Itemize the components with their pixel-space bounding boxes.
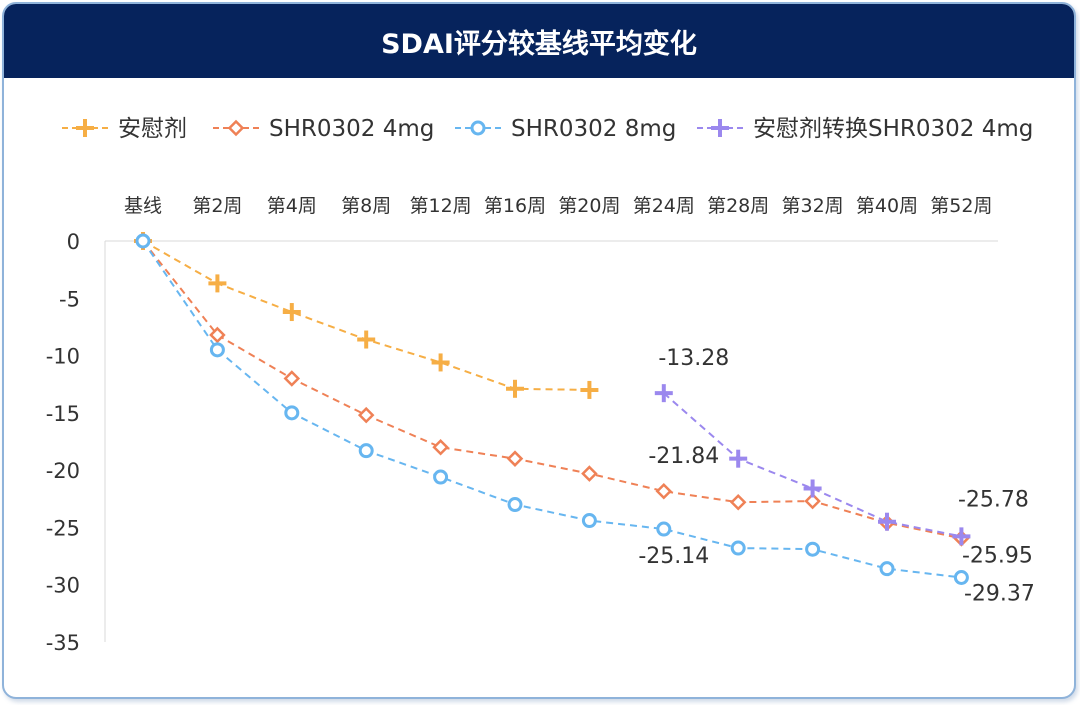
legend-marker [470,120,486,136]
legend-label: 安慰剂 [118,116,187,142]
data-point [803,479,822,498]
data-point [729,493,747,511]
series [134,232,599,399]
legend-marker [711,119,729,137]
data-labels: -13.28 -21.84 -25.14 -25.78 -25.95 -29.37 [638,346,1035,606]
y-tick-label: -10 [46,345,80,369]
data-point [506,450,524,467]
y-tick-label: -30 [46,574,80,598]
data-label: -25.14 [638,544,709,569]
data-point [506,379,524,398]
x-tick-label: 第2周 [192,195,242,217]
series-line [142,240,590,391]
series [654,384,971,546]
data-point [284,405,300,421]
series-line [142,240,962,579]
x-tick-label: 第32周 [782,195,844,217]
x-tick-label: 第12周 [410,195,472,217]
legend-label: SHR0302 8mg [511,116,676,142]
legend-label: SHR0302 4mg [269,116,434,142]
x-tick-label: 第4周 [267,195,317,217]
data-point [804,492,821,510]
data-point [953,569,969,585]
series-layer [134,232,971,585]
legend-item: 安慰剂 [62,116,187,142]
y-tick-label: -35 [46,631,80,655]
data-point [135,233,151,249]
data-point [581,465,598,482]
y-tick-label: 0 [67,230,80,254]
y-tick-label: -5 [59,287,80,311]
legend: 安慰剂 SHR0302 4mg SHR0302 8mg 安慰剂转换SHR0302 4m… [62,116,1033,142]
data-point [580,380,599,399]
data-label: -29.37 [964,581,1035,606]
x-tick-label: 第20周 [558,195,620,217]
legend-item: SHR0302 8mg [455,116,676,142]
legend-marker [76,119,94,137]
data-point [357,330,376,349]
data-point [357,406,375,424]
legend-marker [227,119,245,137]
y-tick-label: -25 [46,516,80,540]
y-tick-label: -20 [46,459,80,483]
data-point [209,326,226,344]
data-point [878,512,896,531]
data-point [654,384,673,403]
axes: 基线 第2周 第4周 第8周 第12周 第16周 第20周 第24周 第28周 第32周 第40周第… [46,195,998,655]
series [134,232,970,547]
data-label: -21.84 [648,444,719,469]
data-point [282,303,301,322]
x-tick-label: 第16周 [484,195,546,217]
data-point [283,370,301,387]
x-tick-label: 第24周 [633,195,695,217]
chart-title-bar: SDAI评分较基线平均变化 [4,4,1074,78]
series [135,233,969,585]
x-tick-label: 第8周 [341,195,391,217]
data-point [209,342,225,358]
data-point [433,469,449,485]
data-point [656,521,672,537]
x-tick-label: 第40周 [856,195,918,217]
data-point [581,513,597,529]
data-point [730,540,746,556]
series-line [663,392,962,538]
data-label: -13.28 [658,346,729,371]
data-point [432,438,449,456]
legend-item: SHR0302 4mg [213,116,434,142]
series-line [142,240,962,540]
data-point [507,497,523,513]
chart-title: SDAI评分较基线平均变化 [381,28,697,60]
data-label: -25.95 [962,543,1033,568]
y-tick-label: -15 [46,402,80,426]
data-point [879,561,895,577]
data-point [655,482,673,500]
data-label: -25.78 [958,487,1029,512]
x-tick-label: 第52周 [930,195,992,217]
data-point [358,443,374,459]
legend-item: 安慰剂转换SHR0302 4mg [697,116,1033,142]
data-point [208,274,227,293]
data-point [952,527,971,546]
data-point [729,449,748,468]
x-tick-label: 第28周 [707,195,769,217]
data-point [805,541,821,557]
data-point [431,353,450,372]
x-tick-label: 基线 [124,195,162,217]
legend-label: 安慰剂转换SHR0302 4mg [753,116,1033,142]
